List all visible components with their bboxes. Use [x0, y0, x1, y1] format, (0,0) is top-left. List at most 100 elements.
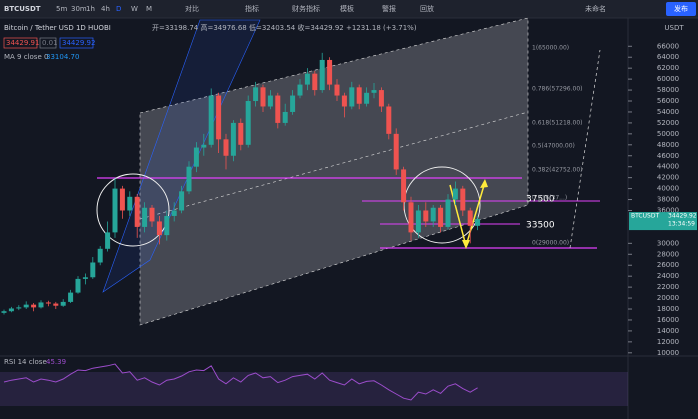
- candle-body: [386, 106, 392, 134]
- price-box: [59, 37, 94, 49]
- toolbar-button[interactable]: 财务指标: [292, 4, 320, 13]
- price-box-text[interactable]: 34429.92: [62, 39, 95, 47]
- toolbar-button[interactable]: 警报: [382, 4, 396, 13]
- candle-body: [97, 248, 103, 263]
- rsi-value: 45.39: [46, 358, 66, 366]
- candle-body: [186, 166, 192, 192]
- rsi-line: [3, 363, 478, 401]
- candle-body: [452, 188, 458, 200]
- layout-name[interactable]: 未命名: [585, 4, 606, 13]
- y-tick-label: 44000: [657, 163, 679, 171]
- candle-body: [149, 207, 155, 222]
- candle-body: [105, 232, 111, 249]
- y-tick-label: 30000: [657, 239, 679, 247]
- interval[interactable]: W: [131, 5, 138, 13]
- candle-body: [378, 90, 384, 107]
- y-tick-label: 36000: [657, 206, 679, 214]
- interval[interactable]: 5m: [56, 5, 67, 13]
- last-price-value: 34429.92: [668, 213, 697, 220]
- price-box: [39, 37, 57, 49]
- y-tick-label: 38000: [657, 196, 679, 204]
- arrow-head: [480, 179, 488, 188]
- candle-body: [119, 188, 125, 211]
- channel-mid: [139, 111, 529, 220]
- candle-body: [8, 308, 14, 312]
- candle-body: [312, 73, 318, 91]
- candle-body: [460, 188, 466, 211]
- price-box-text[interactable]: 0.01: [42, 39, 58, 47]
- chart-title: Bitcoin / Tether USD 1D HUOBI: [4, 24, 111, 32]
- candle-body: [415, 210, 421, 233]
- toolbar-button[interactable]: 指标: [245, 4, 259, 13]
- candle-body: [349, 87, 355, 107]
- y-tick-label: 26000: [657, 261, 679, 269]
- candle-body: [260, 87, 266, 107]
- candle-body: [253, 87, 259, 102]
- candle-body: [53, 303, 59, 306]
- candle-body: [467, 210, 473, 226]
- ma-label: MA 9 close 0: [4, 53, 48, 61]
- y-tick-label: 22000: [657, 283, 679, 291]
- y-tick-label: 48000: [657, 141, 679, 149]
- candle-body: [334, 84, 340, 96]
- interval[interactable]: 30m: [71, 5, 87, 13]
- candle-body: [319, 59, 325, 91]
- candle-body: [401, 169, 407, 203]
- candle-body: [341, 95, 347, 107]
- candle-body: [23, 304, 29, 308]
- y-tick-label: 56000: [657, 97, 679, 105]
- y-tick-label: 28000: [657, 250, 679, 258]
- toolbar-button[interactable]: 回放: [420, 4, 434, 13]
- interval[interactable]: 4h: [101, 5, 110, 13]
- candle-body: [223, 139, 229, 156]
- candle-body: [238, 122, 244, 145]
- fib-label: 0(29000.00): [532, 240, 569, 247]
- interval[interactable]: D: [116, 5, 121, 13]
- y-tick-label: 62000: [657, 64, 679, 72]
- candle-body: [393, 133, 399, 170]
- y-tick-label: 66000: [657, 42, 679, 50]
- candle-body: [327, 59, 333, 85]
- last-price-countdown: 13:34:59: [668, 221, 695, 228]
- candle-body: [438, 207, 444, 227]
- candle-body: [275, 95, 281, 123]
- rsi-band: [0, 372, 628, 406]
- price-box-text[interactable]: 34429.91: [6, 39, 39, 47]
- candle-body: [193, 147, 199, 167]
- level-label: 37500: [526, 195, 555, 205]
- symbol[interactable]: BTCUSDT: [4, 5, 41, 13]
- candle-body: [408, 202, 414, 233]
- candle-body: [82, 277, 88, 279]
- candle-body: [156, 221, 162, 236]
- candle-body: [1, 311, 7, 313]
- candle-body: [475, 219, 481, 226]
- y-tick-label: 64000: [657, 53, 679, 61]
- publish-button[interactable]: [666, 2, 696, 16]
- axis-unit: USDT: [664, 24, 684, 32]
- fib-label: 0.786(57296.00): [532, 86, 583, 93]
- toolbar-button[interactable]: 对比: [185, 4, 199, 13]
- rsi-label: RSI 14 close: [4, 358, 47, 366]
- last-price-symbol: BTCUSDT: [631, 213, 659, 220]
- y-tick-label: 60000: [657, 75, 679, 83]
- fib-label: 0.618(51218.00): [532, 120, 583, 127]
- y-tick-label: 24000: [657, 272, 679, 280]
- fib-label: 1(65000.00): [532, 45, 569, 52]
- fib-label: 0.236(37...): [532, 195, 567, 202]
- publish-label[interactable]: 发布: [674, 4, 688, 13]
- candle-body: [60, 301, 66, 306]
- y-tick-label: 46000: [657, 152, 679, 160]
- interval[interactable]: 1h: [86, 5, 95, 13]
- candle-body: [134, 196, 140, 227]
- toolbar-button[interactable]: 模板: [340, 4, 354, 13]
- ohlc: 开=33198.74 高=34976.68 低=32403.54 收=34429…: [152, 23, 417, 32]
- candle-body: [445, 199, 451, 227]
- interval[interactable]: M: [146, 5, 152, 13]
- candle-body: [356, 87, 362, 104]
- candle-body: [179, 191, 185, 211]
- y-tick-label: 10000: [657, 349, 679, 357]
- y-tick-label: 58000: [657, 86, 679, 94]
